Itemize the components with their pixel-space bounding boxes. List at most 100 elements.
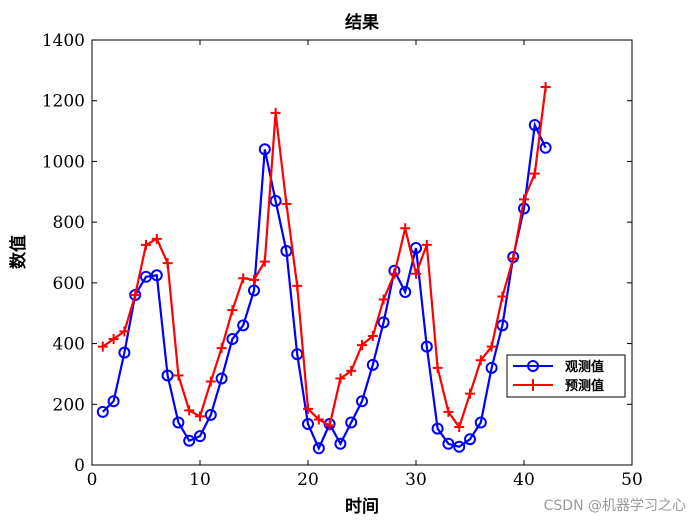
data-point (141, 239, 151, 250)
data-point (357, 340, 367, 351)
watermark: CSDN @机器学习之心 (543, 498, 686, 514)
data-point (96, 405, 109, 418)
series-line (102, 121, 547, 452)
data-point (107, 395, 120, 408)
y-tick-label: 400 (53, 335, 85, 355)
series-layer (96, 82, 552, 455)
data-point (497, 291, 508, 302)
data-point (356, 395, 368, 408)
x-tick-label: 0 (87, 470, 98, 490)
data-point (312, 442, 325, 455)
data-point (237, 319, 250, 332)
data-point (432, 362, 443, 373)
data-point (97, 341, 108, 352)
data-point (313, 414, 324, 425)
legend-observed-label: 观测值 (565, 359, 604, 375)
data-point (345, 416, 358, 429)
data-point (205, 376, 216, 387)
data-point (421, 239, 432, 250)
legend: 观测值 预测值 (506, 354, 626, 398)
y-tick-label: 1400 (42, 31, 85, 51)
data-point (334, 437, 347, 450)
data-point (529, 168, 540, 179)
legend-predicted-label: 预测值 (565, 378, 604, 394)
data-point (367, 330, 378, 341)
data-point (453, 440, 466, 453)
data-point (194, 430, 206, 443)
legend-observed-marker (527, 360, 539, 372)
data-point (258, 143, 271, 156)
data-point (540, 82, 551, 93)
data-point (378, 294, 389, 305)
data-point (118, 346, 131, 359)
data-point (399, 285, 412, 298)
series-observed (96, 119, 552, 455)
x-tick-label: 10 (189, 470, 211, 490)
series-line (102, 86, 547, 430)
data-point (486, 341, 497, 352)
data-point (226, 333, 239, 346)
data-point (119, 326, 130, 337)
data-point (172, 416, 185, 429)
data-point (303, 403, 313, 414)
data-point (485, 361, 498, 374)
data-point (431, 422, 444, 435)
y-tick-label: 200 (53, 395, 85, 415)
data-point (324, 420, 335, 431)
data-point (411, 268, 421, 279)
x-axis-title: 时间 (345, 496, 379, 517)
data-point (151, 233, 162, 244)
x-tick-label: 50 (621, 470, 643, 490)
data-point (335, 373, 346, 384)
y-tick-label: 600 (53, 274, 85, 294)
data-point (150, 269, 163, 282)
data-point (215, 372, 228, 385)
data-point (195, 411, 205, 422)
data-point (496, 319, 509, 332)
data-point (454, 422, 465, 433)
data-point (227, 305, 238, 316)
y-axis-title: 数值 (8, 235, 29, 269)
data-point (280, 244, 293, 257)
data-point (161, 369, 174, 382)
data-point (508, 253, 519, 264)
data-point (420, 340, 433, 353)
data-point (162, 258, 173, 269)
data-point (346, 365, 357, 376)
y-tick-label: 0 (74, 456, 85, 476)
data-point (464, 433, 476, 446)
data-point (108, 334, 119, 345)
chart-title: 结果 (345, 12, 379, 33)
series-predicted (97, 82, 551, 433)
data-point (475, 355, 486, 366)
data-point (248, 284, 260, 297)
x-tick-label: 20 (297, 470, 319, 490)
data-point (216, 343, 227, 354)
tick-labels: 0 10 20 30 40 50 0 200 400 600 800 1000 1200 1400 (42, 31, 643, 490)
data-point (281, 198, 292, 209)
data-point (173, 370, 184, 381)
data-point (539, 141, 552, 154)
legend-box (506, 354, 626, 398)
data-point (442, 437, 455, 450)
x-tick-label: 30 (405, 470, 427, 490)
data-point (259, 256, 270, 267)
data-point (443, 406, 454, 417)
data-point (465, 388, 475, 399)
data-point (474, 416, 487, 429)
data-point (238, 273, 249, 284)
data-point (249, 274, 259, 285)
data-point (366, 358, 379, 371)
legend-predicted-marker (527, 379, 539, 391)
x-tick-label: 40 (513, 470, 535, 490)
y-tick-label: 800 (53, 213, 85, 233)
data-point (377, 316, 390, 329)
data-point (400, 223, 411, 234)
data-point (130, 290, 141, 300)
data-point (183, 434, 196, 447)
data-point (292, 280, 303, 291)
y-tick-label: 1200 (42, 92, 85, 112)
data-point (269, 194, 282, 207)
data-point (270, 107, 281, 118)
